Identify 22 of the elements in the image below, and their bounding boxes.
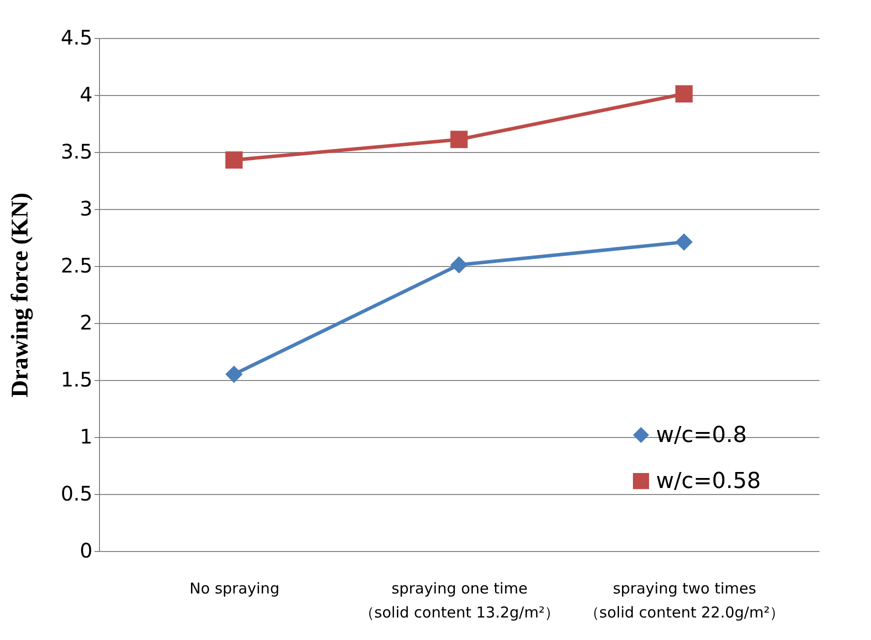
point bbox=[450, 130, 468, 148]
y-tick-label: 3 bbox=[80, 196, 92, 220]
legend-label: w/c=0.58 bbox=[656, 469, 761, 494]
point bbox=[225, 151, 243, 169]
y-tick-label: 2.5 bbox=[60, 254, 92, 278]
legend-label: w/c=0.8 bbox=[656, 423, 747, 448]
y-tick-label: 3.5 bbox=[60, 140, 92, 164]
y-tick-label: 4 bbox=[80, 82, 92, 106]
x-tick-label: No spraying bbox=[190, 580, 280, 598]
point bbox=[675, 85, 693, 103]
x-tick-label: spraying one time （solid content 13.2g/m²） bbox=[359, 580, 560, 622]
y-tick-label: 0 bbox=[80, 538, 92, 562]
point bbox=[450, 256, 468, 274]
y-axis-title: Drawing force (KN) bbox=[8, 192, 34, 398]
point bbox=[675, 233, 693, 251]
y-tick-label: 1.5 bbox=[60, 368, 92, 392]
y-tick-label: 2 bbox=[80, 310, 92, 334]
point bbox=[225, 366, 243, 383]
x-tick-label: spraying two times （solid content 22.0g/m²） bbox=[584, 580, 785, 622]
y-tick-label: 1 bbox=[80, 424, 92, 448]
y-tick-label: 0.5 bbox=[60, 482, 92, 506]
y-tick-label: 4.5 bbox=[60, 26, 92, 50]
